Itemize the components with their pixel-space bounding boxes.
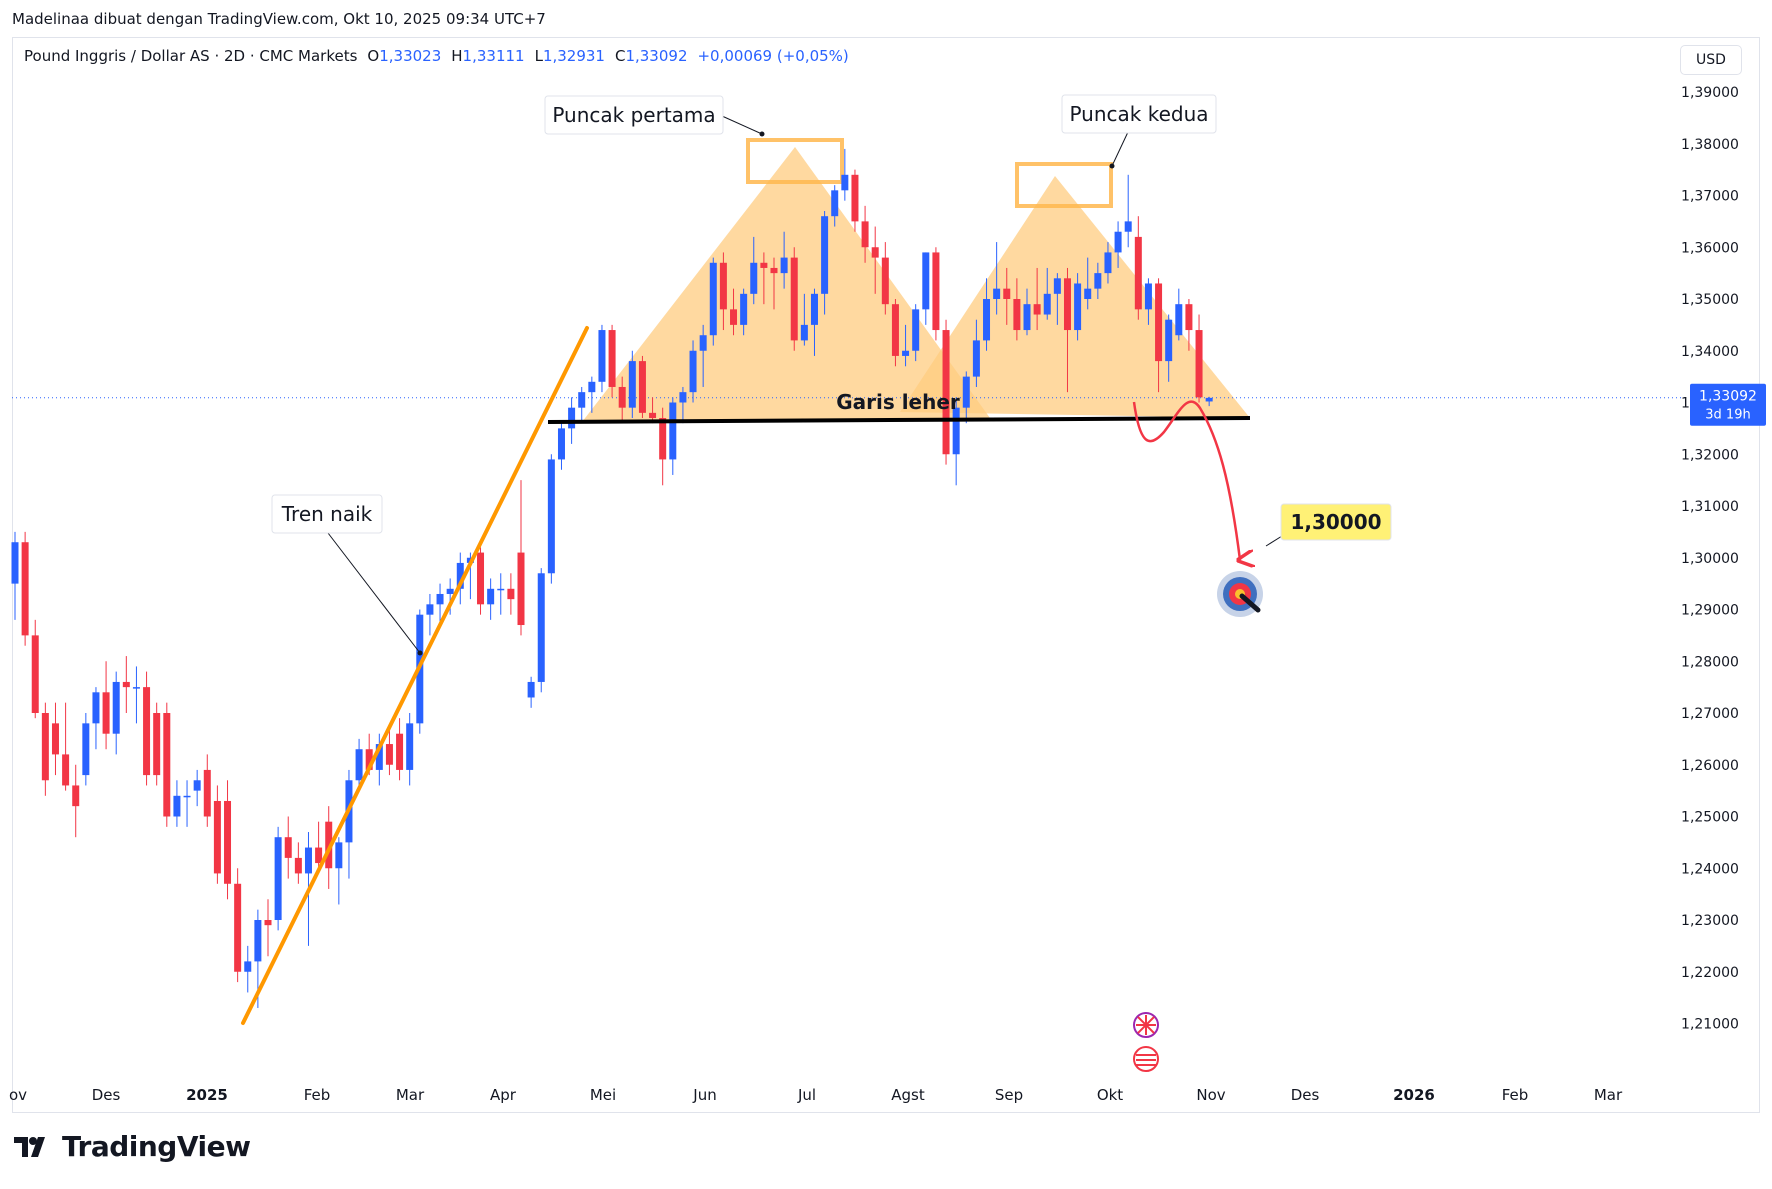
symbol-title[interactable]: Pound Inggris / Dollar AS · 2D · CMC Mar… (24, 47, 358, 65)
attribution-text: Madelinaa dibuat dengan TradingView.com,… (12, 10, 546, 28)
change-value: +0,00069 (+0,05%) (697, 47, 849, 65)
open-value: 1,33023 (379, 47, 442, 65)
tradingview-logo-icon (14, 1136, 45, 1157)
low-value: 1,32931 (542, 47, 605, 65)
symbol-legend: Pound Inggris / Dollar AS · 2D · CMC Mar… (24, 47, 849, 65)
high-value: 1,33111 (462, 47, 525, 65)
high-label: H (451, 47, 463, 65)
close-label: C (614, 47, 626, 65)
low-label: L (534, 47, 543, 65)
currency-button[interactable]: USD (1680, 45, 1742, 75)
open-label: O (367, 47, 380, 65)
tradingview-logo-text: TradingView (62, 1130, 251, 1163)
close-value: 1,33092 (625, 47, 688, 65)
chart-frame (12, 37, 1760, 1113)
tradingview-logo[interactable]: TradingView (14, 1130, 251, 1163)
